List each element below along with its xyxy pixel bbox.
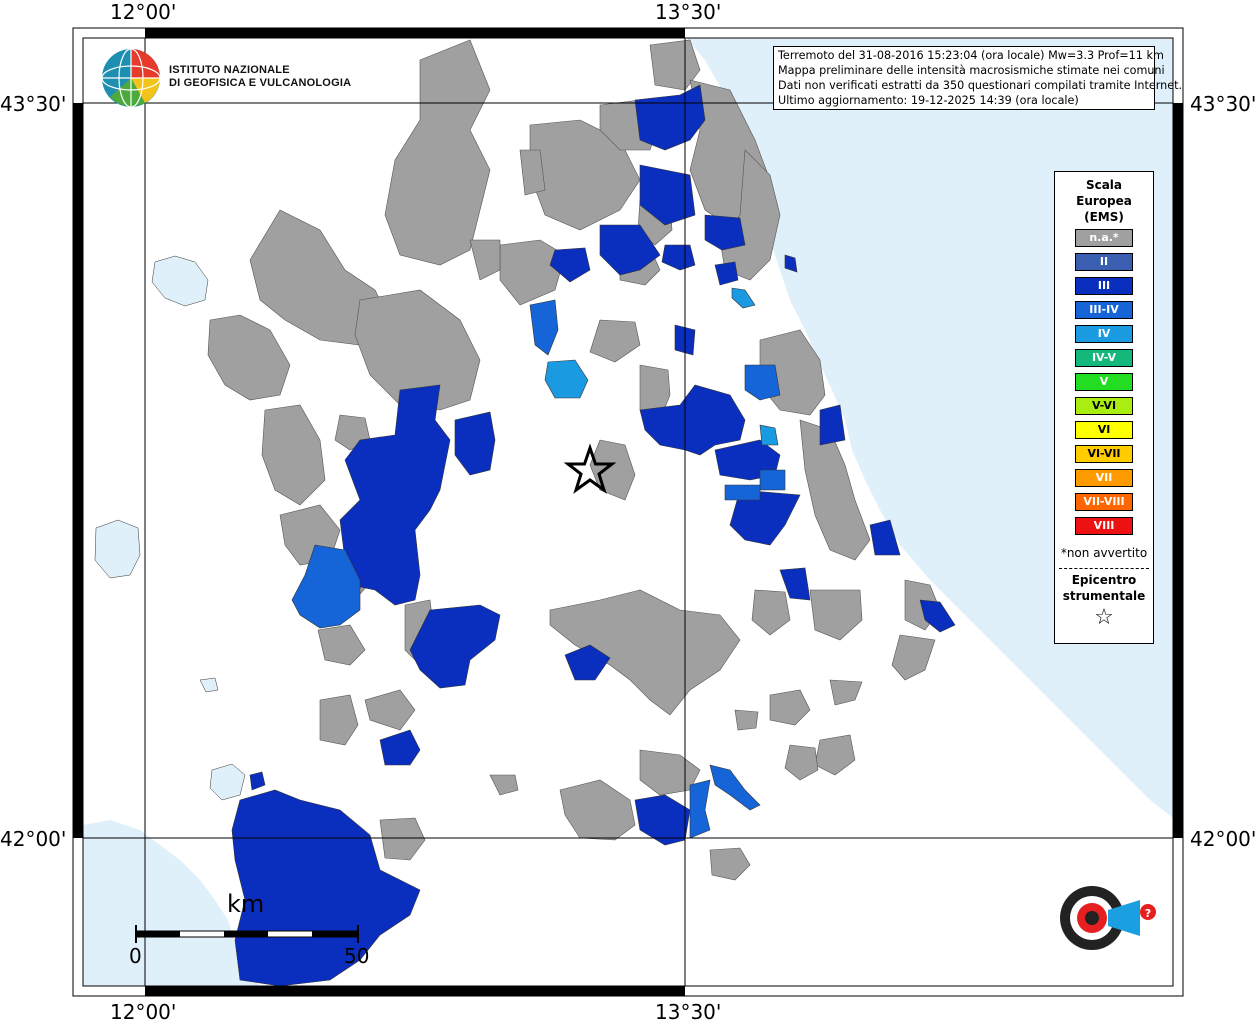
legend-title-line1: Scala	[1085, 178, 1123, 192]
lake-bracciano	[209, 763, 246, 801]
lon-label-bottom-left: 12°00'	[110, 1000, 177, 1024]
event-info-box: Terremoto del 31-08-2016 15:23:04 (ora l…	[773, 46, 1183, 110]
ingv-line2: DI GEOFISICA E VULCANOLOGIA	[169, 77, 352, 89]
lake-trasimeno	[151, 255, 209, 307]
legend-swatch-10: VII	[1075, 469, 1133, 487]
scale-end: 50	[344, 944, 370, 968]
lat-label-right-lower: 42°00'	[1190, 827, 1256, 851]
legend-swatch-11: VII-VIII	[1075, 493, 1133, 511]
legend-swatch-2: III	[1075, 277, 1133, 295]
municipalities-ems-iii-iv	[291, 299, 786, 839]
info-line3: Dati non verificati estratti da 350 ques…	[778, 79, 1183, 92]
lon-label-top-right: 13°30'	[655, 0, 722, 24]
legend-star-icon: ☆	[1094, 605, 1114, 630]
ingv-line1: ISTITUTO NAZIONALE	[169, 64, 290, 76]
ems-legend: Scala Europea (EMS) n.a.* II III III-IV IV IV…	[1054, 171, 1154, 644]
lake-bolsena	[94, 519, 141, 579]
legend-title-line2: Europea	[1076, 194, 1132, 208]
legend-epi-line2: strumentale	[1062, 589, 1146, 603]
scale-unit: km	[227, 890, 265, 918]
municipalities-na	[207, 39, 941, 881]
ingv-name: ISTITUTO NAZIONALE DI GEOFISICA E VULCAN…	[169, 64, 351, 90]
legend-title: Scala Europea (EMS)	[1055, 177, 1153, 225]
frame-ticks	[73, 28, 1183, 996]
ingv-globe-icon	[101, 48, 161, 108]
municipalities-ems-iv	[544, 287, 779, 446]
legend-swatch-7: V-VI	[1075, 397, 1133, 415]
legend-epicentre-title: Epicentro strumentale	[1055, 572, 1153, 604]
lat-label-left-upper: 43°30'	[0, 92, 67, 116]
lat-label-left-lower: 42°00'	[0, 827, 67, 851]
epicentre-star	[563, 443, 617, 494]
haisentito-logo-icon: ?	[1060, 886, 1156, 950]
lon-label-top-left: 12°00'	[110, 0, 177, 24]
legend-swatch-9: VI-VII	[1075, 445, 1133, 463]
svg-text:?: ?	[1145, 907, 1151, 920]
info-line1: Terremoto del 31-08-2016 15:23:04 (ora l…	[778, 49, 1164, 62]
legend-swatch-4: IV	[1075, 325, 1133, 343]
scale-start: 0	[129, 944, 142, 968]
legend-epi-line1: Epicentro	[1071, 573, 1137, 587]
scale-bar	[135, 925, 359, 943]
legend-swatch-5: IV-V	[1075, 349, 1133, 367]
legend-swatch-3: III-IV	[1075, 301, 1133, 319]
sea-tyrrhenian	[83, 820, 260, 986]
legend-note: *non avvertito	[1060, 546, 1148, 560]
sea-adriatic	[686, 38, 1173, 818]
legend-title-line3: (EMS)	[1084, 210, 1124, 224]
legend-swatch-1: II	[1075, 253, 1133, 271]
legend-swatch-0: n.a.*	[1075, 229, 1133, 247]
legend-swatch-6: V	[1075, 373, 1133, 391]
lon-label-bottom-right: 13°30'	[655, 1000, 722, 1024]
info-line2: Mappa preliminare delle intensità macros…	[778, 64, 1165, 77]
lake-small	[199, 677, 219, 693]
legend-divider	[1059, 568, 1149, 569]
info-line4: Ultimo aggiornamento: 19-12-2025 14:39 (…	[778, 94, 1079, 107]
legend-swatch-8: VI	[1075, 421, 1133, 439]
legend-swatch-12: VIII	[1075, 517, 1133, 535]
lat-label-right-upper: 43°30'	[1190, 92, 1256, 116]
